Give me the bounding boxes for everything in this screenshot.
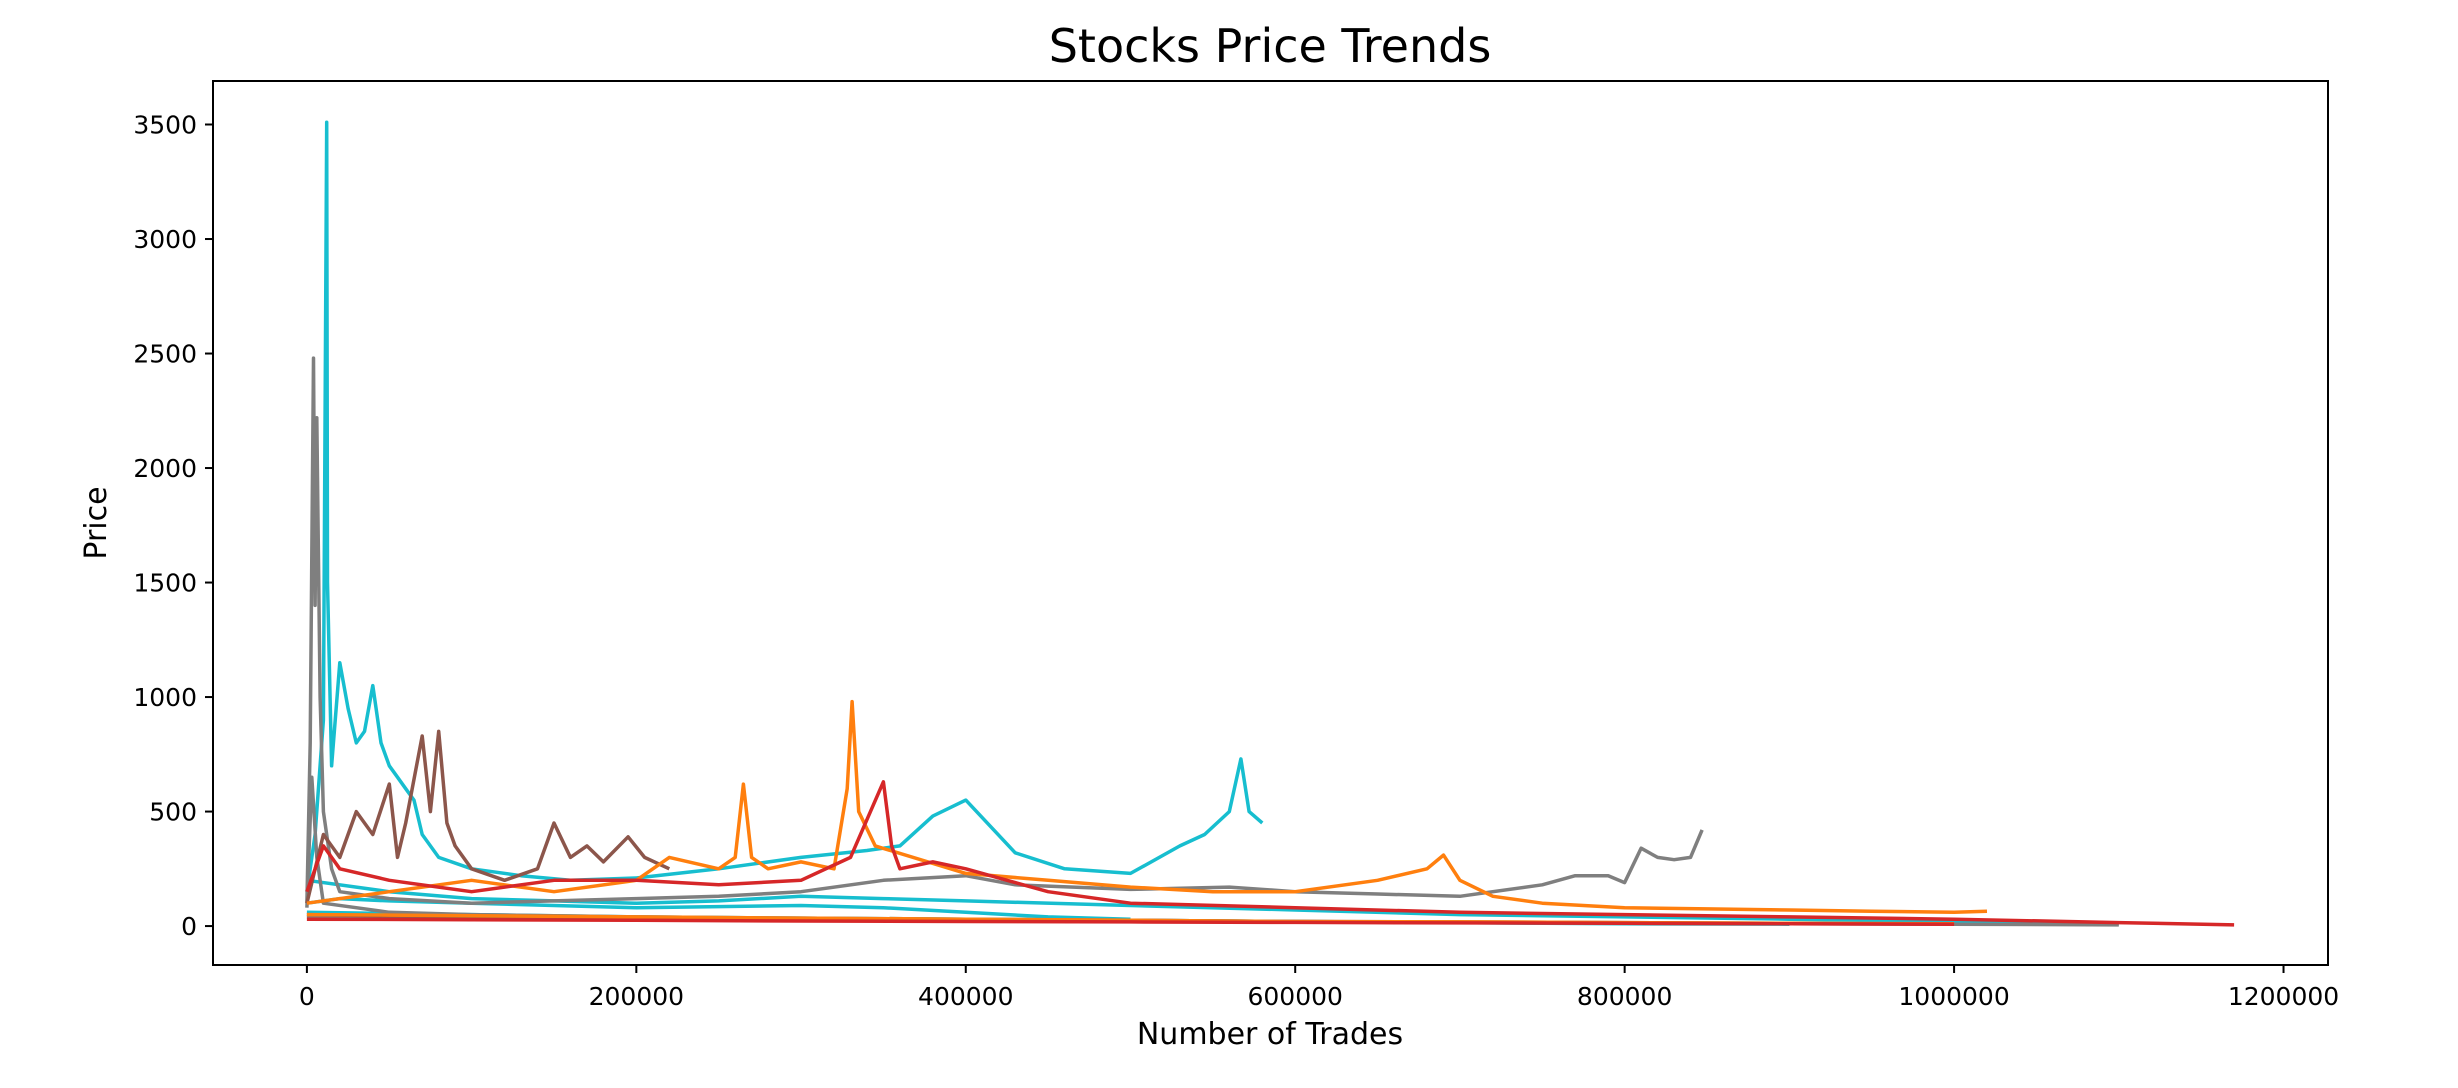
series-line-10 (306, 699, 1988, 915)
y-tick-label: 1500 (133, 569, 197, 598)
x-tick-label: 800000 (1577, 982, 1672, 1011)
x-axis-label: Number of Trades (1137, 1017, 1403, 1052)
x-tick-label: 200000 (589, 982, 684, 1011)
x-tick-label: 0 (299, 982, 315, 1011)
y-tick-label: 500 (149, 798, 197, 827)
x-tick-label: 400000 (918, 982, 1013, 1011)
x-axis: 0 200000 400000 600000 800000 1000000 1200000 (299, 965, 2339, 1011)
y-axis-label: Price (79, 486, 114, 559)
series-line-2 (306, 878, 2119, 926)
series-line-3 (306, 896, 1131, 921)
y-tick-label: 2500 (133, 340, 197, 369)
chart-title: Stocks Price Trends (1049, 19, 1492, 73)
y-tick-label: 3000 (133, 225, 197, 254)
x-tick-label: 600000 (1247, 982, 1342, 1011)
series-lines (305, 120, 2235, 927)
y-tick-label: 3500 (133, 111, 197, 140)
x-tick-label: 1000000 (1898, 982, 2009, 1011)
y-tick-label: 1000 (133, 683, 197, 712)
series-line-1 (305, 120, 1264, 892)
y-tick-label: 0 (181, 912, 197, 941)
y-tick-label: 2000 (133, 454, 197, 483)
series-line-12 (305, 780, 2235, 927)
series-line-8 (305, 729, 671, 904)
series-line-5 (305, 356, 1704, 905)
plot-area-frame (212, 80, 2329, 966)
x-tick-label: 1200000 (2228, 982, 2339, 1011)
y-axis: 0 500 1000 1500 2000 2500 3000 3500 (133, 111, 213, 941)
series-line-13 (306, 917, 1955, 926)
